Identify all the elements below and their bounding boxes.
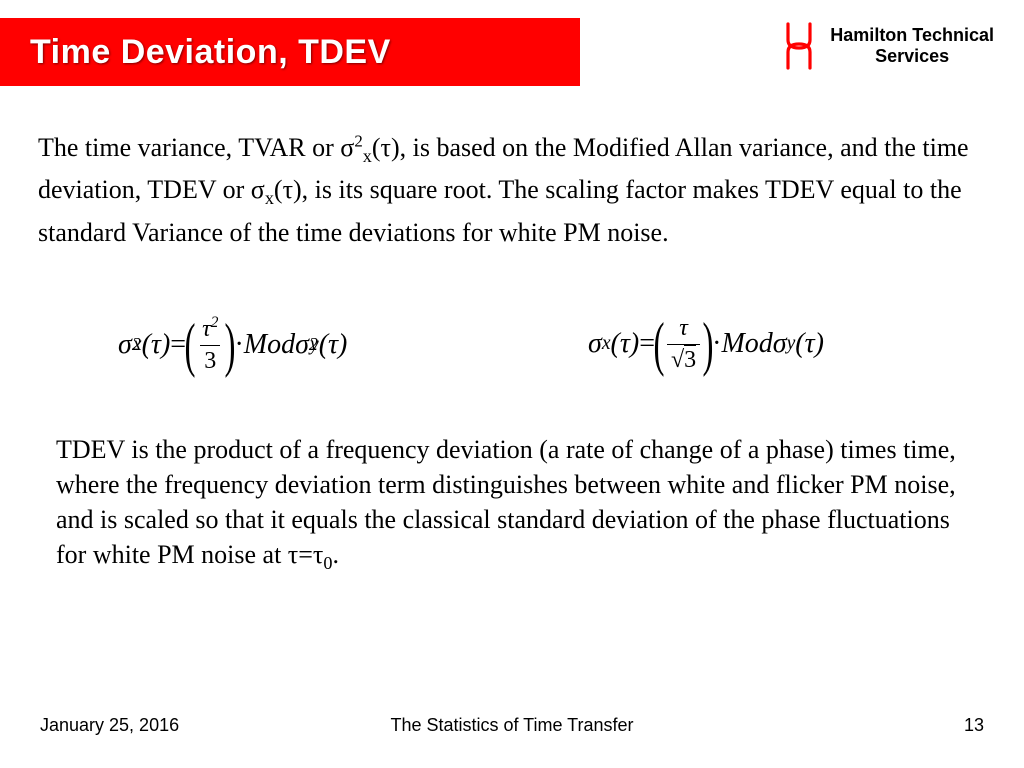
tuning-fork-icon: [780, 22, 818, 70]
equation-row: σ2x(τ) = ( τ2 3 ) · Modσ2y(τ) σx(τ) = ( …: [38, 314, 988, 394]
p1-sub: x: [265, 189, 274, 209]
p2-text: TDEV is the product of a frequency devia…: [56, 435, 956, 569]
eq-arg: (τ): [142, 329, 171, 361]
company-name: Hamilton Technical Services: [830, 25, 994, 66]
eq-fraction: τ √3: [667, 315, 700, 374]
p1-sub: x: [363, 146, 372, 166]
eq-rhs: Modσ: [721, 328, 786, 360]
eq-sub: y: [310, 334, 319, 356]
company-name-line1: Hamilton Technical: [830, 25, 994, 46]
eq-arg: (τ): [611, 328, 640, 360]
paragraph-1: The time variance, TVAR or σ2x(τ), is ba…: [38, 128, 978, 253]
p1-text: The time variance, TVAR or σ: [38, 133, 354, 162]
company-name-line2: Services: [830, 46, 994, 67]
eq-arg: (τ): [319, 329, 348, 361]
rparen-icon: ): [225, 315, 236, 375]
eq-sym: σ: [588, 328, 602, 360]
slide-footer: January 25, 2016 The Statistics of Time …: [0, 715, 1024, 736]
eq-sub: x: [133, 334, 142, 356]
eq-fraction: τ2 3: [198, 314, 222, 375]
eq-rhs: Modσ: [244, 329, 309, 361]
title-bar: Time Deviation, TDEV: [0, 18, 580, 86]
p1-sup: 2: [354, 131, 362, 150]
company-logo-block: Hamilton Technical Services: [780, 22, 994, 70]
eq-sym: σ: [118, 329, 132, 361]
eq-numerator: τ: [675, 315, 692, 344]
rparen-icon: ): [703, 314, 714, 374]
paragraph-2: TDEV is the product of a frequency devia…: [56, 432, 976, 576]
eq-dot: ·: [234, 329, 243, 361]
equation-tdev: σx(τ) = ( τ √3 ) · Modσy(τ): [588, 314, 824, 374]
eq-arg: (τ): [795, 328, 824, 360]
footer-title: The Statistics of Time Transfer: [0, 715, 1024, 736]
eq-sub: y: [787, 333, 796, 355]
lparen-icon: (: [653, 314, 664, 374]
slide-title: Time Deviation, TDEV: [30, 33, 391, 72]
eq-denominator: 3: [200, 345, 220, 375]
eq-denominator: √3: [667, 344, 700, 374]
eq-numerator: τ2: [198, 314, 222, 345]
equation-tvar: σ2x(τ) = ( τ2 3 ) · Modσ2y(τ): [118, 314, 347, 375]
p2-text: .: [332, 540, 339, 569]
eq-sub: x: [602, 333, 611, 355]
lparen-icon: (: [185, 315, 196, 375]
slide: Time Deviation, TDEV Hamilton Technical …: [0, 0, 1024, 768]
